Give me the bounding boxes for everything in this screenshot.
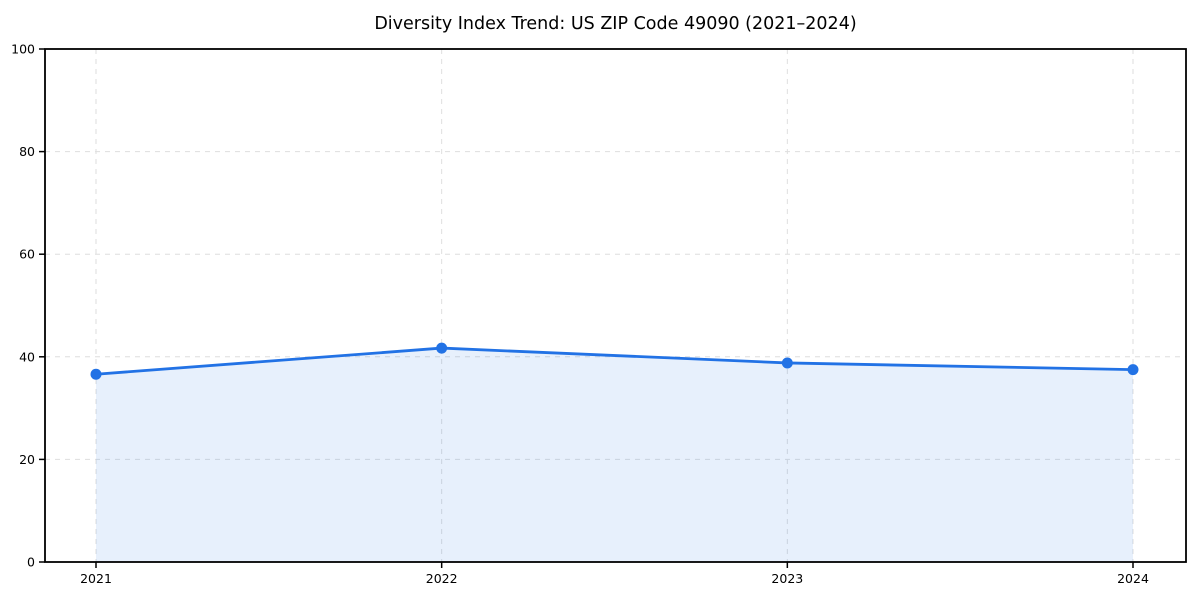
y-tick-label: 60 <box>19 247 35 262</box>
y-tick-label: 40 <box>19 349 35 364</box>
plot-frame <box>44 48 1187 563</box>
x-tick-label: 2024 <box>1117 571 1149 586</box>
x-tick-label: 2021 <box>80 571 112 586</box>
data-point-marker <box>1127 364 1139 376</box>
x-tick-label: 2022 <box>426 571 458 586</box>
data-point-marker <box>781 357 793 369</box>
area-fill <box>96 348 1133 562</box>
data-point-marker <box>90 368 102 380</box>
y-tick-label: 20 <box>19 452 35 467</box>
x-tick-label: 2023 <box>771 571 803 586</box>
chart-title: Diversity Index Trend: US ZIP Code 49090… <box>374 14 857 34</box>
y-tick-label: 100 <box>11 42 35 57</box>
data-point-marker <box>436 342 448 354</box>
y-tick-label: 80 <box>19 144 35 159</box>
trend-line <box>94 346 1135 376</box>
y-tick-label: 0 <box>27 555 35 570</box>
